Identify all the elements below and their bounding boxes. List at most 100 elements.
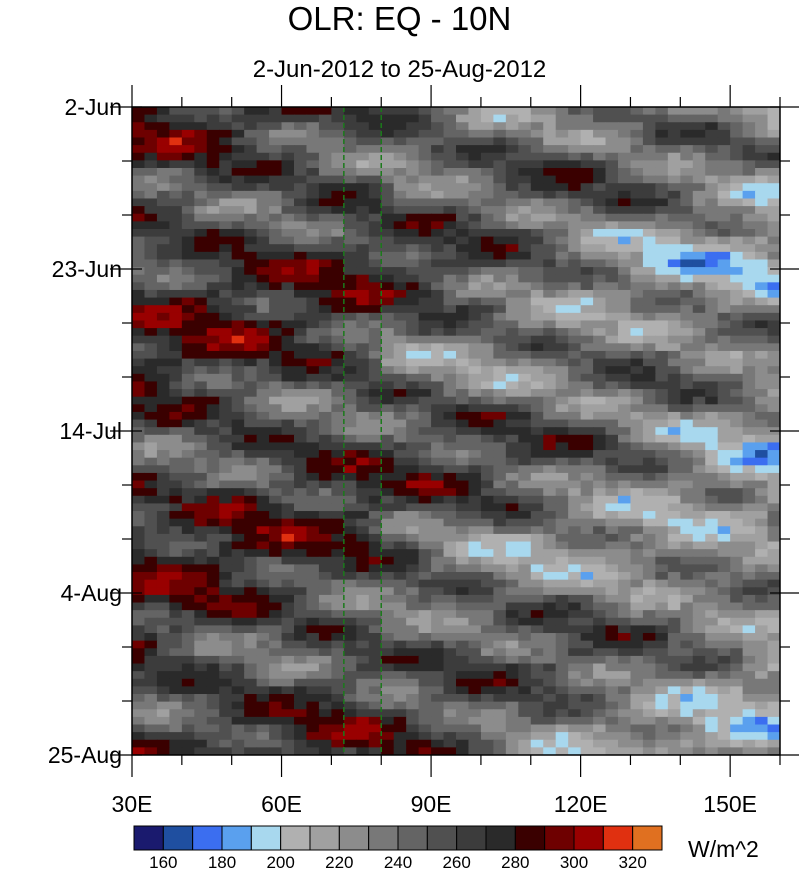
field-cell (767, 694, 780, 703)
field-cell (767, 404, 780, 413)
field-cell (655, 312, 669, 322)
field-cell (730, 343, 744, 352)
field-cell (318, 350, 332, 360)
field-cell (655, 259, 669, 268)
field-cell (480, 320, 494, 329)
field-cell (605, 671, 619, 680)
field-cell (393, 419, 407, 428)
field-cell (730, 686, 744, 695)
field-cell (705, 655, 719, 665)
field-cell (256, 228, 270, 238)
field-cell (530, 633, 544, 642)
field-cell (393, 610, 407, 619)
field-cell (705, 564, 719, 573)
field-cell (518, 678, 532, 687)
field-cell (169, 213, 183, 222)
field-cell (480, 129, 494, 139)
field-cell (132, 564, 146, 573)
field-cell (692, 145, 706, 154)
field-cell (269, 709, 283, 718)
field-cell (568, 671, 582, 680)
field-cell (169, 305, 183, 314)
field-cell (767, 107, 780, 116)
field-cell (468, 183, 482, 192)
field-cell (692, 335, 706, 344)
field-cell (480, 228, 494, 238)
field-cell (605, 739, 619, 748)
field-cell (755, 107, 769, 116)
field-cell (742, 472, 756, 482)
field-cell (568, 747, 582, 755)
field-cell (181, 724, 195, 733)
field-cell (580, 236, 594, 245)
field-cell (692, 663, 706, 672)
field-cell (318, 122, 332, 131)
field-cell (356, 358, 370, 367)
field-cell (605, 472, 619, 482)
field-cell (256, 160, 270, 169)
field-cell (156, 343, 170, 352)
field-cell (580, 343, 594, 352)
field-cell (580, 305, 594, 314)
field-cell (680, 556, 694, 566)
field-cell (256, 747, 270, 755)
field-cell (269, 518, 283, 527)
field-cell (393, 465, 407, 474)
field-cell (231, 450, 245, 459)
field-cell (306, 511, 320, 520)
field-cell (505, 267, 519, 276)
field-cell (132, 183, 146, 192)
field-cell (555, 305, 569, 314)
field-cell (256, 594, 270, 604)
field-cell (331, 518, 345, 527)
field-cell (356, 122, 370, 131)
field-cell (406, 518, 420, 527)
field-cell (480, 221, 494, 230)
field-cell (630, 175, 644, 184)
field-cell (331, 274, 345, 283)
field-cell (755, 183, 769, 192)
field-cell (318, 488, 332, 497)
field-cell (294, 518, 308, 527)
field-cell (468, 633, 482, 642)
field-cell (593, 465, 607, 474)
field-cell (692, 312, 706, 322)
field-cell (281, 495, 295, 505)
field-cell (343, 167, 357, 177)
field-cell (368, 610, 382, 619)
field-cell (655, 267, 669, 276)
field-cell (132, 579, 146, 588)
field-cell (568, 122, 582, 131)
field-cell (568, 419, 582, 428)
field-cell (231, 526, 245, 535)
field-cell (555, 442, 569, 451)
field-cell (443, 198, 457, 207)
field-cell (244, 396, 258, 405)
field-cell (456, 572, 470, 581)
field-cell (181, 114, 195, 123)
field-cell (568, 320, 582, 329)
field-cell (306, 701, 320, 710)
field-cell (431, 526, 445, 535)
field-cell (244, 129, 258, 139)
field-cell (331, 206, 345, 215)
field-cell (169, 549, 183, 558)
field-cell (181, 190, 195, 200)
field-cell (518, 122, 532, 131)
field-cell (169, 366, 183, 375)
field-cell (281, 190, 295, 200)
field-cell (580, 472, 594, 482)
field-cell (269, 694, 283, 703)
field-cell (505, 602, 519, 611)
field-cell (667, 335, 681, 344)
field-cell (667, 373, 681, 383)
field-cell (269, 114, 283, 123)
field-cell (443, 640, 457, 649)
field-cell (219, 396, 233, 405)
field-cell (368, 747, 382, 755)
field-cell (543, 480, 557, 489)
field-cell (206, 335, 220, 344)
field-cell (343, 663, 357, 672)
field-cell (630, 610, 644, 619)
field-cell (555, 427, 569, 436)
